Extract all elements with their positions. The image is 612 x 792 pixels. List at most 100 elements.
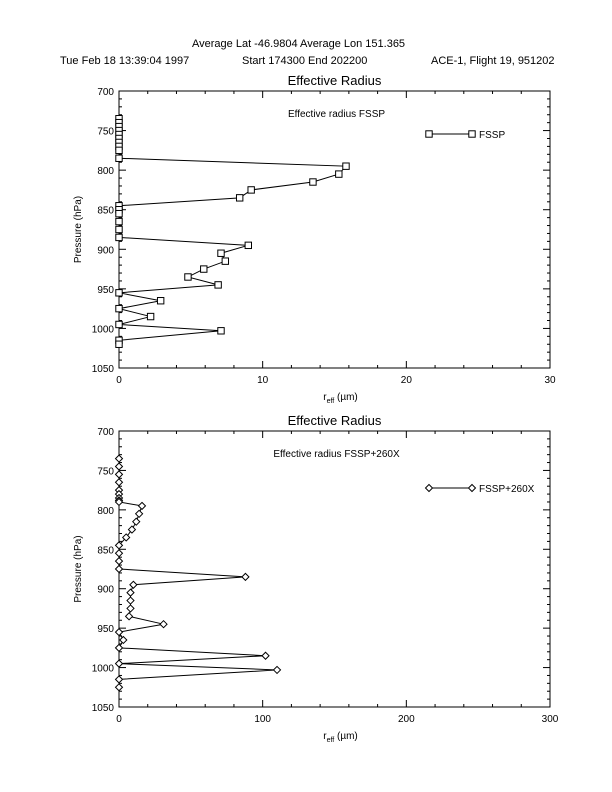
y-tick-label: 1000 bbox=[92, 664, 115, 675]
chart-title: Effective Radius bbox=[288, 413, 382, 428]
data-point bbox=[129, 580, 138, 589]
data-point bbox=[159, 619, 168, 629]
y-tick-label: 700 bbox=[97, 427, 114, 438]
chart-annotation: Effective radius FSSP+260X bbox=[273, 449, 400, 460]
data-point bbox=[115, 146, 123, 155]
data-point bbox=[126, 588, 135, 597]
y-axis-label: Pressure (hPa) bbox=[73, 535, 84, 602]
data-point bbox=[132, 517, 141, 526]
data-point bbox=[342, 162, 350, 170]
data-point bbox=[115, 154, 123, 162]
legend-label: FSSP+260X bbox=[479, 484, 535, 495]
data-point bbox=[235, 194, 244, 202]
y-tick-label: 1050 bbox=[92, 703, 115, 714]
x-tick-label: 20 bbox=[401, 375, 413, 386]
data-point bbox=[156, 297, 165, 305]
y-tick-label: 950 bbox=[97, 285, 114, 296]
data-point bbox=[114, 454, 124, 463]
x-tick-label: 10 bbox=[257, 375, 269, 386]
data-point bbox=[241, 572, 250, 582]
data-point bbox=[114, 541, 124, 550]
data-point bbox=[115, 209, 123, 218]
data-point bbox=[114, 478, 124, 487]
data-point bbox=[126, 604, 135, 613]
y-tick-label: 750 bbox=[97, 466, 114, 477]
data-point bbox=[127, 525, 137, 534]
data-point bbox=[184, 273, 192, 281]
legend-marker bbox=[467, 483, 477, 493]
legend-marker bbox=[425, 130, 433, 138]
data-point bbox=[115, 289, 123, 297]
y-tick-label: 800 bbox=[97, 166, 114, 177]
header-flight: ACE-1, Flight 19, 951202 bbox=[431, 55, 555, 67]
series-line bbox=[118, 458, 278, 688]
chart-1: Effective Radius Effective radius FSSP 700… bbox=[73, 73, 556, 405]
data-point bbox=[114, 675, 124, 684]
chart-annotation: Effective radius FSSP bbox=[288, 109, 385, 120]
data-point bbox=[247, 186, 255, 194]
y-tick-label: 1050 bbox=[92, 364, 115, 375]
x-tick-label: 300 bbox=[542, 714, 559, 725]
x-tick-label: 30 bbox=[544, 375, 556, 386]
x-axis-label: reff (µm) bbox=[323, 392, 358, 405]
y-tick-label: 850 bbox=[97, 206, 114, 217]
data-point bbox=[115, 225, 123, 234]
data-point bbox=[221, 257, 230, 265]
x-tick-label: 0 bbox=[116, 714, 122, 725]
data-point bbox=[115, 320, 123, 329]
data-point bbox=[309, 178, 317, 186]
data-point bbox=[114, 462, 124, 471]
data-point bbox=[126, 596, 135, 605]
data-point bbox=[114, 549, 124, 558]
legend-label: FSSP bbox=[479, 130, 505, 141]
data-point bbox=[114, 556, 124, 566]
y-tick-label: 700 bbox=[97, 87, 114, 98]
y-tick-label: 850 bbox=[97, 545, 114, 556]
data-point bbox=[137, 501, 147, 511]
data-point bbox=[335, 170, 343, 178]
chart-2: Effective Radius Effective radius FSSP+26… bbox=[73, 413, 559, 744]
plot-frame bbox=[118, 430, 551, 708]
header-time-range: Start 174300 End 202200 bbox=[242, 55, 368, 67]
data-point bbox=[114, 564, 124, 574]
data-point bbox=[119, 635, 128, 645]
y-axis-label: Pressure (hPa) bbox=[73, 196, 84, 263]
data-point bbox=[114, 627, 124, 637]
data-point bbox=[200, 265, 208, 273]
data-point bbox=[115, 233, 123, 242]
data-point bbox=[272, 665, 282, 675]
chart-title: Effective Radius bbox=[288, 73, 382, 88]
y-tick-label: 900 bbox=[97, 585, 114, 596]
data-point bbox=[115, 217, 123, 226]
data-point bbox=[114, 643, 124, 653]
data-point bbox=[146, 312, 155, 321]
data-point bbox=[134, 509, 144, 519]
x-axis-label: reff (µm) bbox=[323, 731, 358, 744]
data-point bbox=[115, 304, 123, 313]
data-point bbox=[114, 659, 124, 668]
data-point bbox=[244, 241, 253, 250]
data-point bbox=[214, 281, 222, 289]
data-point bbox=[114, 470, 124, 479]
series-line bbox=[118, 118, 348, 345]
data-point bbox=[121, 533, 131, 542]
header-datetime: Tue Feb 18 13:39:04 1997 bbox=[60, 55, 190, 67]
y-tick-label: 800 bbox=[97, 506, 114, 517]
data-point bbox=[114, 497, 124, 507]
data-point bbox=[261, 651, 270, 660]
x-tick-label: 200 bbox=[398, 714, 415, 725]
legend-marker bbox=[468, 130, 476, 138]
y-tick-label: 1000 bbox=[92, 324, 115, 335]
header-location: Average Lat -46.9804 Average Lon 151.365 bbox=[192, 38, 406, 50]
data-point bbox=[124, 612, 134, 621]
y-tick-label: 900 bbox=[97, 245, 114, 256]
data-point bbox=[115, 340, 123, 348]
x-tick-label: 100 bbox=[254, 714, 271, 725]
data-point bbox=[217, 249, 225, 257]
data-point bbox=[114, 683, 124, 692]
x-tick-label: 0 bbox=[116, 375, 122, 386]
y-tick-label: 750 bbox=[97, 127, 114, 138]
y-tick-label: 950 bbox=[97, 624, 114, 635]
data-point bbox=[217, 327, 225, 335]
